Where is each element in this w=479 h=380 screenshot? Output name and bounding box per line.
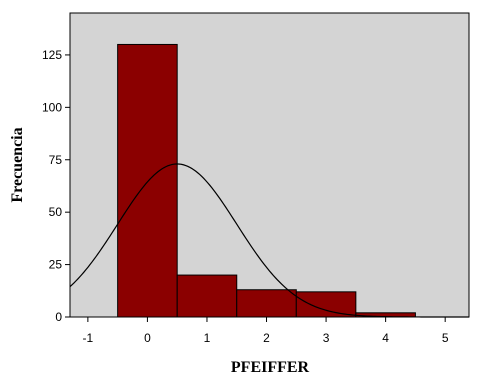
histogram-bar-2 xyxy=(236,289,297,318)
y-axis-title: Frecuencia xyxy=(9,127,26,202)
y-tick-label: 50 xyxy=(49,205,63,219)
y-tick-label: 25 xyxy=(49,258,63,272)
x-axis: -1 0 1 2 3 4 5 xyxy=(83,317,449,345)
x-tick-label: 3 xyxy=(323,331,330,345)
histogram-bar-3 xyxy=(295,291,357,318)
x-axis-title: PFEIFFER xyxy=(231,359,310,376)
histogram-bar-0 xyxy=(117,43,178,318)
x-tick-label: 4 xyxy=(382,331,389,345)
x-tick-label: 1 xyxy=(204,331,211,345)
histogram-bar-1 xyxy=(176,274,238,318)
bars-group xyxy=(117,43,416,318)
y-tick-label: 75 xyxy=(49,153,63,167)
y-tick-label: 100 xyxy=(42,100,62,114)
y-axis: 0 25 50 75 100 125 xyxy=(42,48,70,324)
x-tick-label: 0 xyxy=(144,331,151,345)
normal-curve xyxy=(69,163,469,318)
y-tick-label: 125 xyxy=(42,48,62,62)
x-tick-label: 5 xyxy=(442,331,449,345)
x-tick-label: -1 xyxy=(83,331,94,345)
y-tick-label: 0 xyxy=(55,310,62,324)
x-tick-label: 2 xyxy=(263,331,270,345)
